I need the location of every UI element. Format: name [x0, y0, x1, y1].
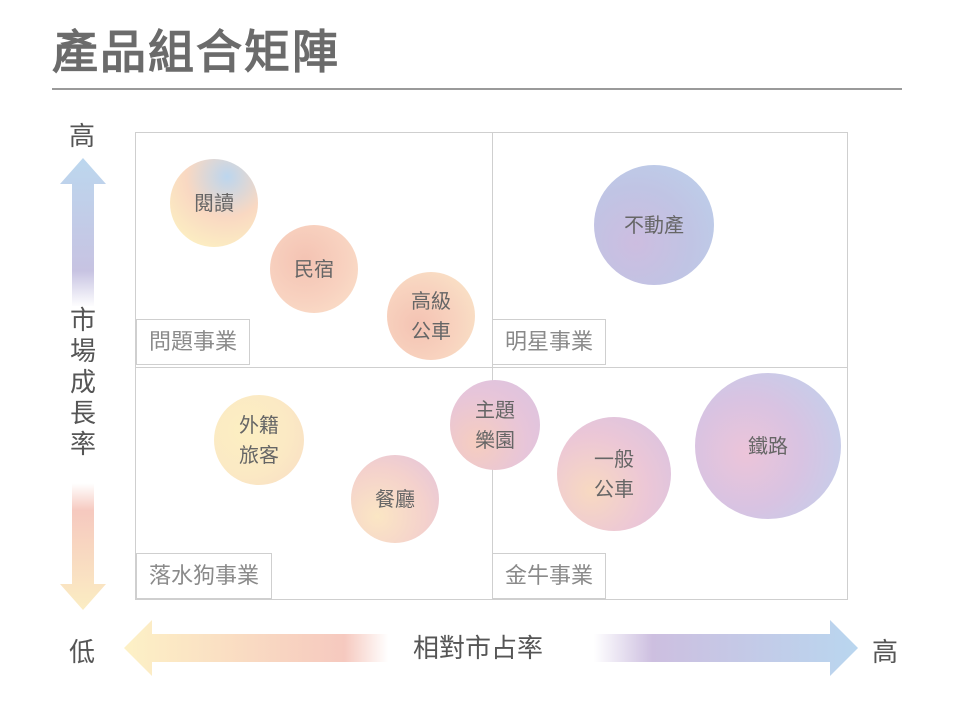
bubble-premium-bus-label: 高級 公車 — [411, 289, 451, 343]
bubble-general-bus-label: 一般 公車 — [594, 447, 634, 501]
bcg-matrix: 問題事業 明星事業 落水狗事業 金牛事業 閱讀 民宿 高級 公車 不動產 主題 … — [135, 132, 848, 600]
title-divider — [52, 88, 902, 90]
bubble-general-bus: 一般 公車 — [557, 417, 671, 531]
bubble-catering-label: 餐廳 — [375, 487, 415, 511]
quadrant-label-star: 明星事業 — [492, 319, 607, 365]
bubble-railway: 鐵路 — [695, 373, 841, 519]
matrix-vertical-divider — [492, 133, 493, 599]
bubble-theme-park-label: 主題 樂園 — [475, 398, 515, 452]
x-axis-high-label: 高 — [872, 638, 899, 668]
x-axis-title: 相對市占率 — [405, 630, 552, 668]
quadrant-label-cash-cow: 金牛事業 — [492, 553, 607, 599]
bubble-foreign-travel-label: 外籍 旅客 — [239, 413, 279, 467]
bubble-bnb: 民宿 — [270, 225, 358, 313]
bubble-bnb-label: 民宿 — [294, 257, 334, 281]
quadrant-label-question: 問題事業 — [136, 319, 251, 365]
page-title: 產品組合矩陣 — [52, 25, 340, 79]
x-axis-low-label: 低 — [69, 638, 96, 668]
bubble-reading-label: 閱讀 — [194, 191, 234, 215]
bubble-real-estate-label: 不動產 — [624, 213, 684, 237]
bubble-real-estate: 不動產 — [594, 165, 714, 285]
bubble-premium-bus: 高級 公車 — [387, 272, 475, 360]
y-axis-title: 市場成長率 — [66, 306, 100, 461]
matrix-horizontal-divider — [136, 367, 847, 368]
quadrant-label-dog: 落水狗事業 — [136, 553, 273, 599]
bubble-foreign-travel: 外籍 旅客 — [214, 395, 304, 485]
bubble-theme-park: 主題 樂園 — [450, 380, 540, 470]
y-axis-high-label: 高 — [69, 122, 96, 152]
bubble-railway-label: 鐵路 — [748, 434, 788, 458]
bubble-reading: 閱讀 — [170, 159, 258, 247]
bubble-catering: 餐廳 — [351, 455, 439, 543]
